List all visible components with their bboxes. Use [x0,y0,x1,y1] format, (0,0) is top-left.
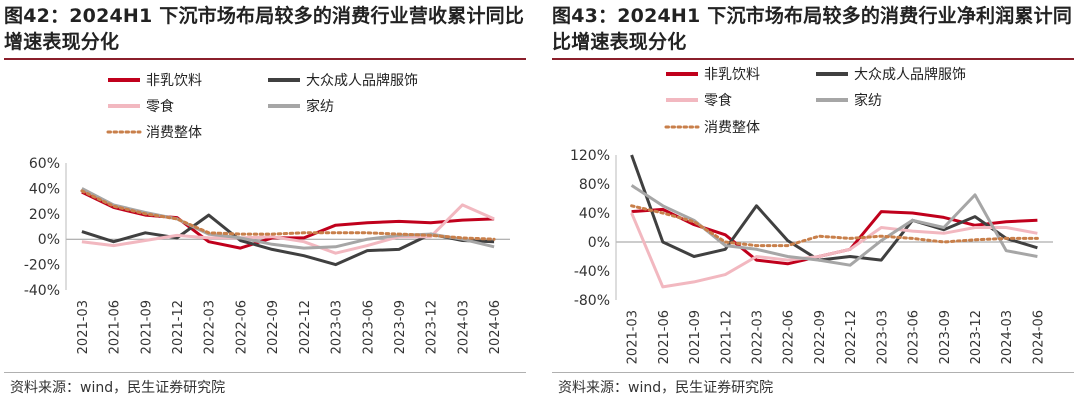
x-tick-label: 2021-03 [626,310,641,364]
series-line-3 [81,203,495,255]
chart-panel-revenue: 图42：2024H1 下沉市场布局较多的消费行业营收累计同比增速表现分化 60%… [0,0,535,406]
title-divider [4,58,526,60]
x-tick-label: 2022-12 [298,300,313,354]
legend-label-3: 零食 [704,92,732,109]
chart-panel-profit: 图43：2024H1 下沉市场布局较多的消费行业净利润累计同比增速表现分化 12… [548,0,1080,406]
legend-label-1: 非乳饮料 [704,67,760,83]
x-tick-label: 2023-06 [907,310,922,364]
legend-label-5: 消费整体 [146,125,202,141]
x-tick-label: 2022-03 [750,310,765,364]
x-tick-label: 2022-06 [782,310,797,364]
source-note: 资料来源：wind，民生证券研究院 [10,380,226,396]
x-tick-label: 2022-09 [266,300,281,354]
x-tick-label: 2023-09 [938,310,953,364]
footer-divider [552,372,1074,373]
x-tick-label: 2023-12 [969,310,984,364]
y-tick-label: -80% [574,293,610,309]
legend-label-2: 大众成人品牌服饰 [306,72,418,89]
series-line-5 [80,189,496,241]
y-tick-label: 60% [29,156,60,172]
x-tick-label: 2022-03 [203,300,218,354]
legend-label-3: 零食 [146,98,174,115]
x-tick-label: 2022-09 [813,310,828,364]
y-tick-label: 40% [579,206,610,222]
y-tick-label: 120% [570,148,610,164]
footer-divider [4,372,526,373]
y-tick-label: 0% [588,235,610,251]
x-tick-label: 2021-09 [688,310,703,364]
series-line-5 [630,204,1039,248]
x-tick-label: 2021-09 [139,300,154,354]
y-tick-label: 40% [29,181,60,197]
y-tick-label: -20% [24,258,60,274]
legend-label-2: 大众成人品牌服饰 [854,66,966,83]
y-tick-label: 80% [579,177,610,193]
x-tick-label: 2021-06 [657,310,672,364]
x-tick-label: 2023-09 [393,300,408,354]
title-divider [552,58,1074,60]
legend-label-5: 消费整体 [704,120,760,136]
x-tick-label: 2024-06 [488,300,503,354]
x-tick-label: 2022-12 [844,310,859,364]
x-tick-label: 2024-03 [456,300,471,354]
y-tick-label: 20% [29,207,60,223]
x-tick-label: 2021-06 [108,300,123,354]
chart-title: 图43：2024H1 下沉市场布局较多的消费行业净利润累计同比增速表现分化 [552,5,1073,53]
x-tick-label: 2023-12 [425,300,440,354]
x-tick-label: 2023-06 [361,300,376,354]
legend-label-4: 家纺 [854,92,882,109]
x-tick-label: 2023-03 [330,300,345,354]
x-tick-label: 2021-12 [719,310,734,364]
y-tick-label: -40% [574,264,610,280]
y-tick-label: -40% [24,283,60,299]
legend-label-1: 非乳饮料 [146,73,202,89]
line-chart-revenue: 60% 40% 20% 0% -20% -40% 2021-03 2021-06 2021-09… [24,72,510,354]
x-tick-label: 2021-03 [76,300,91,354]
chart-title: 图42：2024H1 下沉市场布局较多的消费行业营收累计同比增速表现分化 [4,5,525,53]
x-tick-label: 2022-06 [234,300,249,354]
y-tick-label: 0% [38,232,60,248]
series-line-3 [630,212,1038,289]
x-tick-label: 2024-06 [1031,310,1046,364]
line-chart-profit: 120% 80% 40% 0% -40% -80% 2021-03 2021-06 2021-0… [570,66,1053,364]
x-tick-label: 2023-03 [875,310,890,364]
source-note: 资料来源：wind，民生证券研究院 [558,380,774,396]
x-tick-label: 2024-03 [1000,310,1015,364]
legend-label-4: 家纺 [306,98,334,115]
series-line-4 [630,184,1038,267]
series-line-2 [630,154,1038,262]
x-tick-label: 2021-12 [171,300,186,354]
